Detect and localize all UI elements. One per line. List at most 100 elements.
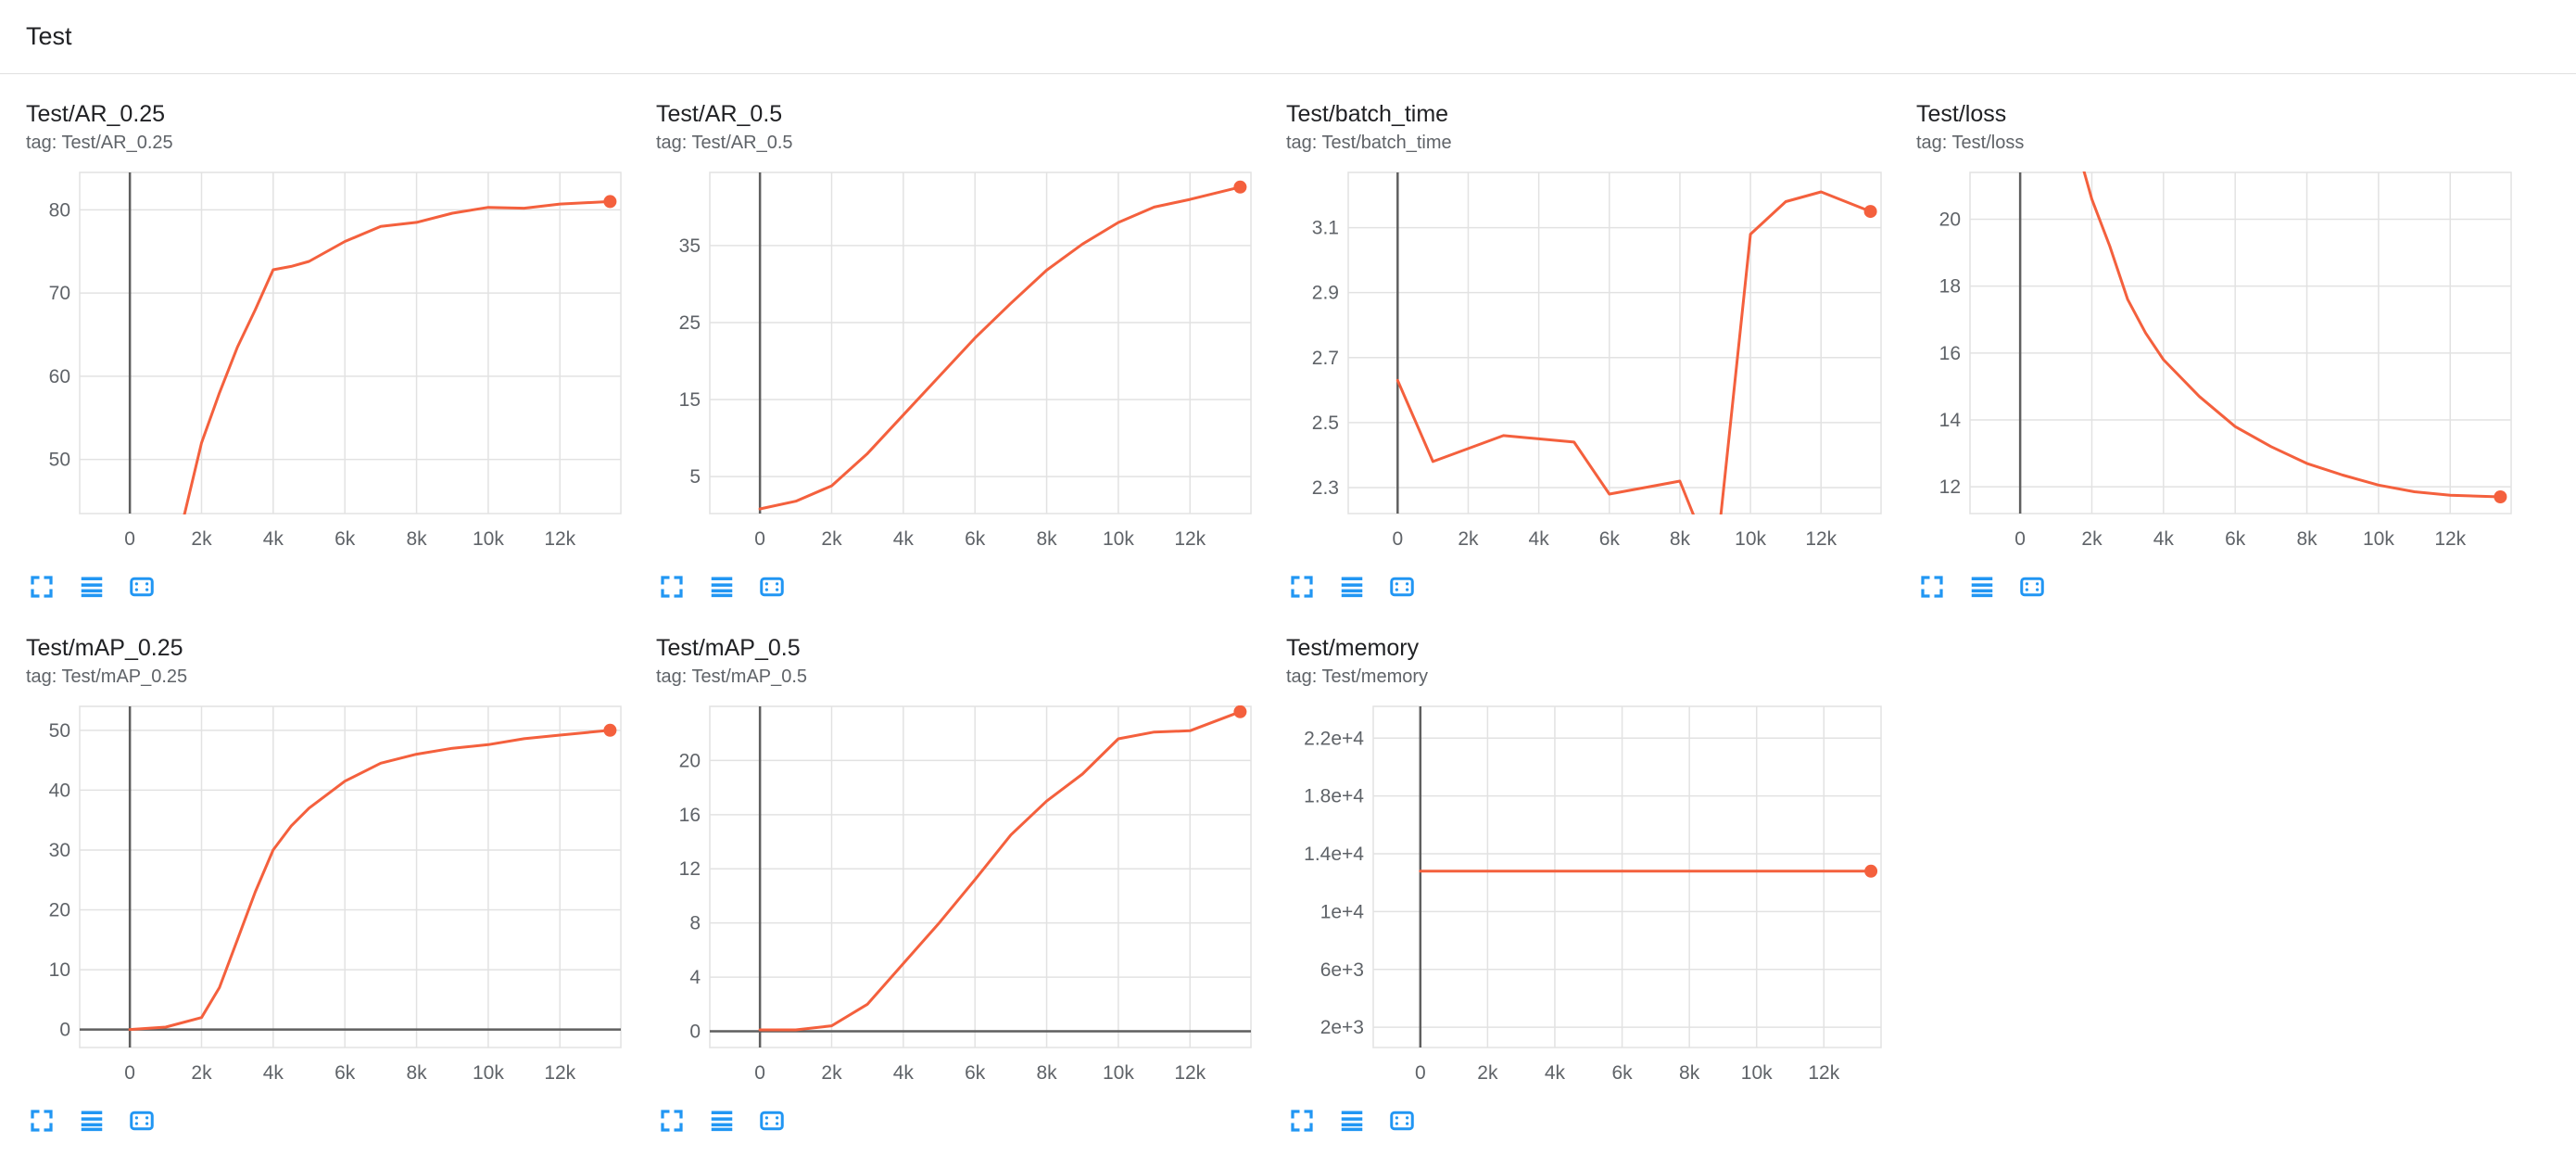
chart-tag: tag: Test/loss xyxy=(1916,133,2025,153)
section-title[interactable]: Test xyxy=(26,22,72,50)
svg-text:8k: 8k xyxy=(406,528,427,550)
chart-card-grid: Test/AR_0.25 tag: Test/AR_0.25 50 60 70 80 0… xyxy=(0,74,2576,1168)
svg-text:40: 40 xyxy=(49,780,70,801)
svg-text:2k: 2k xyxy=(1477,1062,1498,1084)
expand-card-button[interactable] xyxy=(1286,1105,1318,1136)
svg-text:10k: 10k xyxy=(1735,528,1766,550)
line-chart[interactable]: 5 15 25 35 0 2k 4k 6k 8k 10k 12k xyxy=(656,161,1264,564)
svg-text:8k: 8k xyxy=(2296,528,2317,550)
log-scale-icon xyxy=(708,573,736,601)
svg-text:6k: 6k xyxy=(1599,528,1621,550)
svg-text:10k: 10k xyxy=(473,1062,504,1084)
fit-domain-button[interactable] xyxy=(2016,571,2048,603)
chart-toolbar xyxy=(26,1105,634,1136)
fit-domain-icon xyxy=(1388,573,1416,601)
svg-text:6k: 6k xyxy=(965,528,986,550)
chart-title: Test/batch_time xyxy=(1286,101,1449,127)
svg-text:2.7: 2.7 xyxy=(1312,348,1339,369)
svg-text:12: 12 xyxy=(1939,476,1961,498)
svg-text:10k: 10k xyxy=(473,528,504,550)
expand-card-button[interactable] xyxy=(1286,571,1318,603)
log-scale-button[interactable] xyxy=(1966,571,1998,603)
fit-domain-button[interactable] xyxy=(126,1105,158,1136)
line-chart[interactable]: 12 14 16 18 20 0 2k 4k 6k 8k 10k 12k xyxy=(1916,161,2524,564)
svg-text:0: 0 xyxy=(124,1062,135,1084)
svg-text:10: 10 xyxy=(49,959,70,981)
fit-domain-button[interactable] xyxy=(756,571,788,603)
svg-text:80: 80 xyxy=(49,199,70,221)
svg-text:2k: 2k xyxy=(821,528,842,550)
fit-domain-button[interactable] xyxy=(126,571,158,603)
chart-tag: tag: Test/AR_0.25 xyxy=(26,133,173,153)
chart-title: Test/memory xyxy=(1286,635,1420,661)
svg-text:0: 0 xyxy=(59,1020,70,1041)
svg-text:8k: 8k xyxy=(406,1062,427,1084)
expand-card-button[interactable] xyxy=(1916,571,1948,603)
fit-domain-icon xyxy=(128,573,156,601)
svg-text:0: 0 xyxy=(2014,528,2026,550)
svg-text:1e+4: 1e+4 xyxy=(1320,901,1365,922)
line-chart[interactable]: 0 4 8 12 16 20 0 2k 4k 6k 8k 10k 12k xyxy=(656,695,1264,1098)
fit-domain-icon xyxy=(758,1107,786,1135)
svg-text:0: 0 xyxy=(689,1021,701,1042)
line-chart[interactable]: 2.3 2.5 2.7 2.9 3.1 0 2k 4k 6k 8k 10k 12k xyxy=(1286,161,1894,564)
fit-domain-icon xyxy=(1388,1107,1416,1135)
line-chart[interactable]: 50 60 70 80 0 2k 4k 6k 8k 10k 12k xyxy=(26,161,634,564)
expand-card-button[interactable] xyxy=(26,1105,57,1136)
chart-toolbar xyxy=(26,571,634,603)
svg-text:8k: 8k xyxy=(1679,1062,1700,1084)
svg-text:4k: 4k xyxy=(263,1062,284,1084)
log-scale-button[interactable] xyxy=(1336,1105,1368,1136)
line-chart[interactable]: 0 10 20 30 40 50 0 2k 4k 6k 8k 10k 12k xyxy=(26,695,634,1098)
svg-text:18: 18 xyxy=(1939,276,1961,298)
svg-text:6k: 6k xyxy=(2225,528,2246,550)
chart-card: Test/AR_0.25 tag: Test/AR_0.25 50 60 70 80 0… xyxy=(26,100,634,603)
log-scale-icon xyxy=(1338,1107,1366,1135)
svg-text:10k: 10k xyxy=(1103,1062,1134,1084)
log-scale-button[interactable] xyxy=(706,571,738,603)
chart-tag: tag: Test/memory xyxy=(1286,667,1429,687)
expand-card-button[interactable] xyxy=(26,571,57,603)
log-scale-icon xyxy=(708,1107,736,1135)
fit-domain-icon xyxy=(128,1107,156,1135)
log-scale-button[interactable] xyxy=(1336,571,1368,603)
svg-text:2k: 2k xyxy=(191,1062,212,1084)
svg-text:8k: 8k xyxy=(1670,528,1691,550)
svg-text:2.2e+4: 2.2e+4 xyxy=(1304,728,1364,749)
svg-text:1.8e+4: 1.8e+4 xyxy=(1304,786,1364,807)
expand-icon xyxy=(28,1107,56,1135)
line-chart[interactable]: 2e+3 6e+3 1e+4 1.4e+4 1.8e+4 2.2e+4 0 2k 4k 6k 8k 1… xyxy=(1286,695,1894,1098)
expand-icon xyxy=(1288,573,1316,601)
fit-domain-icon xyxy=(2018,573,2046,601)
svg-text:4k: 4k xyxy=(2153,528,2175,550)
svg-text:6k: 6k xyxy=(335,528,356,550)
expand-card-button[interactable] xyxy=(656,1105,688,1136)
svg-text:12: 12 xyxy=(679,858,701,880)
svg-text:35: 35 xyxy=(679,235,701,257)
chart-card: Test/mAP_0.25 tag: Test/mAP_0.25 0 10 20 30… xyxy=(26,634,634,1136)
svg-text:0: 0 xyxy=(1415,1062,1426,1084)
svg-text:8: 8 xyxy=(689,913,701,934)
svg-text:12k: 12k xyxy=(544,528,575,550)
svg-text:1.4e+4: 1.4e+4 xyxy=(1304,844,1364,865)
chart-toolbar xyxy=(1916,571,2524,603)
svg-text:50: 50 xyxy=(49,450,70,471)
svg-text:2.3: 2.3 xyxy=(1312,477,1339,499)
svg-text:0: 0 xyxy=(1392,528,1403,550)
expand-card-button[interactable] xyxy=(656,571,688,603)
chart-tag: tag: Test/mAP_0.5 xyxy=(656,667,808,687)
fit-domain-button[interactable] xyxy=(756,1105,788,1136)
log-scale-button[interactable] xyxy=(76,571,107,603)
log-scale-button[interactable] xyxy=(76,1105,107,1136)
svg-text:20: 20 xyxy=(49,900,70,921)
fit-domain-button[interactable] xyxy=(1386,1105,1418,1136)
section-header: Test xyxy=(0,0,2576,74)
svg-text:15: 15 xyxy=(679,389,701,411)
chart-card: Test/loss tag: Test/loss 12 14 16 18 20 0 2k 4k… xyxy=(1916,100,2524,603)
svg-text:70: 70 xyxy=(49,283,70,304)
fit-domain-button[interactable] xyxy=(1386,571,1418,603)
svg-text:0: 0 xyxy=(754,1062,765,1084)
svg-text:14: 14 xyxy=(1939,410,1962,431)
svg-text:20: 20 xyxy=(1939,209,1961,231)
log-scale-button[interactable] xyxy=(706,1105,738,1136)
